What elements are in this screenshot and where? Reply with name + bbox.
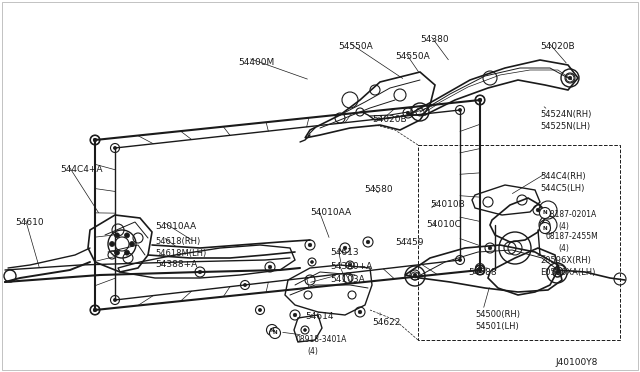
Text: 54618M(LH): 54618M(LH) <box>155 249 206 258</box>
Text: 20596X(RH): 20596X(RH) <box>540 256 591 265</box>
Circle shape <box>109 241 115 247</box>
Text: 54550A: 54550A <box>338 42 372 51</box>
Text: 54380: 54380 <box>420 35 449 44</box>
Circle shape <box>115 233 120 238</box>
Circle shape <box>478 98 482 102</box>
Text: 544C5(LH): 544C5(LH) <box>540 184 584 193</box>
Circle shape <box>269 327 280 339</box>
Circle shape <box>536 208 540 212</box>
Circle shape <box>113 298 116 302</box>
Circle shape <box>458 108 461 112</box>
Text: N: N <box>273 330 277 336</box>
Circle shape <box>198 270 202 274</box>
Circle shape <box>93 138 97 142</box>
Circle shape <box>125 233 129 238</box>
Text: 54550A: 54550A <box>395 52 429 61</box>
Text: 54501(LH): 54501(LH) <box>475 322 519 331</box>
Text: 08918-3401A: 08918-3401A <box>295 335 346 344</box>
Circle shape <box>478 268 482 272</box>
Text: N: N <box>543 211 547 215</box>
Circle shape <box>303 328 307 331</box>
Text: 54614: 54614 <box>305 312 333 321</box>
Circle shape <box>366 240 370 244</box>
Circle shape <box>93 138 97 142</box>
Circle shape <box>293 313 297 317</box>
Text: 54400M: 54400M <box>238 58 275 67</box>
Text: 54020B: 54020B <box>540 42 575 51</box>
Text: E0596XA(LH): E0596XA(LH) <box>540 268 595 277</box>
Text: 54380+A: 54380+A <box>330 262 372 271</box>
Text: N: N <box>269 327 275 333</box>
Text: 54010AA: 54010AA <box>310 208 351 217</box>
Text: (4): (4) <box>307 347 318 356</box>
Text: (4): (4) <box>558 222 569 231</box>
Circle shape <box>349 264 351 266</box>
Circle shape <box>488 246 492 250</box>
Text: 54525N(LH): 54525N(LH) <box>540 122 590 131</box>
Circle shape <box>479 99 481 102</box>
Text: 54459: 54459 <box>395 238 424 247</box>
Text: 54588: 54588 <box>468 268 497 277</box>
Circle shape <box>266 324 278 336</box>
Text: 54610: 54610 <box>15 218 44 227</box>
Text: 54524N(RH): 54524N(RH) <box>540 110 591 119</box>
Text: 54618(RH): 54618(RH) <box>155 237 200 246</box>
Text: 544C4(RH): 544C4(RH) <box>540 172 586 181</box>
Circle shape <box>243 283 246 286</box>
Circle shape <box>259 308 262 312</box>
Text: 54010C: 54010C <box>426 220 461 229</box>
Circle shape <box>568 76 572 80</box>
Text: 54613: 54613 <box>330 248 358 257</box>
Circle shape <box>358 310 362 314</box>
Circle shape <box>93 308 97 312</box>
Circle shape <box>125 250 129 255</box>
Circle shape <box>479 269 481 272</box>
Text: 54622: 54622 <box>372 318 401 327</box>
Text: 54103A: 54103A <box>330 275 365 284</box>
Text: N: N <box>543 225 547 231</box>
Circle shape <box>458 259 461 262</box>
Circle shape <box>310 261 314 263</box>
Text: 08187-2455M: 08187-2455M <box>545 232 598 241</box>
Circle shape <box>93 308 97 312</box>
Text: J40100Y8: J40100Y8 <box>556 358 598 367</box>
Circle shape <box>343 246 347 250</box>
Circle shape <box>540 222 550 234</box>
Text: 544C4+A: 544C4+A <box>60 165 102 174</box>
Text: 54388+A: 54388+A <box>155 260 197 269</box>
Circle shape <box>308 243 312 247</box>
Text: 54500(RH): 54500(RH) <box>475 310 520 319</box>
Text: 54010B: 54010B <box>430 200 465 209</box>
Text: 54020B: 54020B <box>372 115 406 124</box>
Text: 54580: 54580 <box>364 185 392 194</box>
Circle shape <box>268 265 272 269</box>
Circle shape <box>129 241 134 247</box>
Circle shape <box>413 273 417 277</box>
Text: (4): (4) <box>558 244 569 253</box>
Circle shape <box>543 223 547 227</box>
Circle shape <box>556 270 560 274</box>
Text: 08187-0201A: 08187-0201A <box>545 210 596 219</box>
Circle shape <box>479 266 481 270</box>
Text: 54010AA: 54010AA <box>155 222 196 231</box>
Circle shape <box>406 111 410 115</box>
Circle shape <box>113 147 116 150</box>
Circle shape <box>115 250 120 255</box>
Circle shape <box>540 208 550 218</box>
